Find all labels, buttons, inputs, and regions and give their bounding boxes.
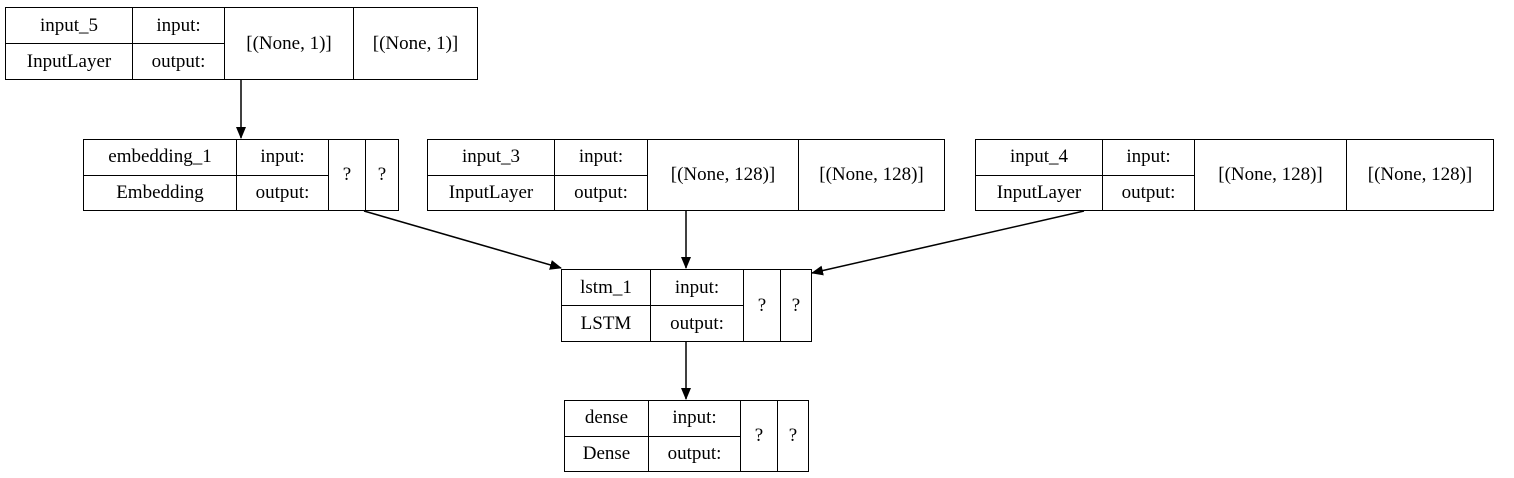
layer-node-input_3: input_3 InputLayer input: output: [(None… bbox=[427, 139, 945, 211]
layer-name: lstm_1 bbox=[580, 276, 632, 298]
output-label: output: bbox=[555, 174, 647, 211]
layer-type: LSTM bbox=[562, 305, 650, 341]
layer-node-embedding_1: embedding_1 Embedding input: output: ? ? bbox=[83, 139, 399, 211]
layer-node-input_4: input_4 InputLayer input: output: [(None… bbox=[975, 139, 1494, 211]
output-shape: [(None, 128)] bbox=[1367, 164, 1473, 185]
input-label: input: bbox=[578, 146, 624, 168]
layer-type: Embedding bbox=[84, 174, 236, 211]
input-label: input: bbox=[672, 407, 717, 429]
edge-input_4-to-lstm_1 bbox=[811, 210, 1085, 276]
input-label: input: bbox=[156, 14, 201, 36]
output-shape: ? bbox=[788, 425, 798, 446]
input-shape: ? bbox=[741, 401, 778, 471]
output-shape: ? bbox=[791, 294, 801, 316]
output-label: output: bbox=[651, 305, 743, 341]
layer-node-input_5: input_5 InputLayer input: output: [(None… bbox=[5, 7, 478, 80]
input-label: input: bbox=[674, 276, 720, 298]
output-shape: [(None, 128)] bbox=[819, 164, 924, 185]
layer-node-lstm_1: lstm_1 LSTM input: output: ? ? bbox=[561, 269, 812, 342]
input-shape: [(None, 1)] bbox=[225, 8, 354, 79]
input-shape: ? bbox=[329, 140, 366, 210]
input-shape: [(None, 128)] bbox=[648, 140, 799, 210]
layer-type: Dense bbox=[565, 435, 648, 472]
layer-name: embedding_1 bbox=[108, 146, 212, 168]
layer-type: InputLayer bbox=[428, 174, 554, 211]
input-label: input: bbox=[1126, 146, 1171, 168]
output-shape: ? bbox=[377, 164, 387, 185]
input-shape: ? bbox=[744, 270, 781, 341]
output-shape: [(None, 1)] bbox=[372, 32, 459, 54]
output-label: output: bbox=[649, 435, 740, 472]
layer-type: InputLayer bbox=[6, 43, 132, 79]
layer-name: input_5 bbox=[39, 14, 99, 36]
layer-name: input_3 bbox=[461, 146, 521, 168]
output-label: output: bbox=[133, 43, 224, 79]
output-label: output: bbox=[1103, 174, 1194, 211]
input-shape: [(None, 128)] bbox=[1195, 140, 1347, 210]
layer-node-dense: dense Dense input: output: ? ? bbox=[564, 400, 809, 472]
layer-name: dense bbox=[584, 407, 629, 429]
input-label: input: bbox=[260, 146, 305, 168]
layer-name: input_4 bbox=[1009, 146, 1069, 168]
layer-type: InputLayer bbox=[976, 174, 1102, 211]
edge-embedding_1-to-lstm_1 bbox=[363, 210, 562, 270]
output-label: output: bbox=[237, 174, 328, 211]
